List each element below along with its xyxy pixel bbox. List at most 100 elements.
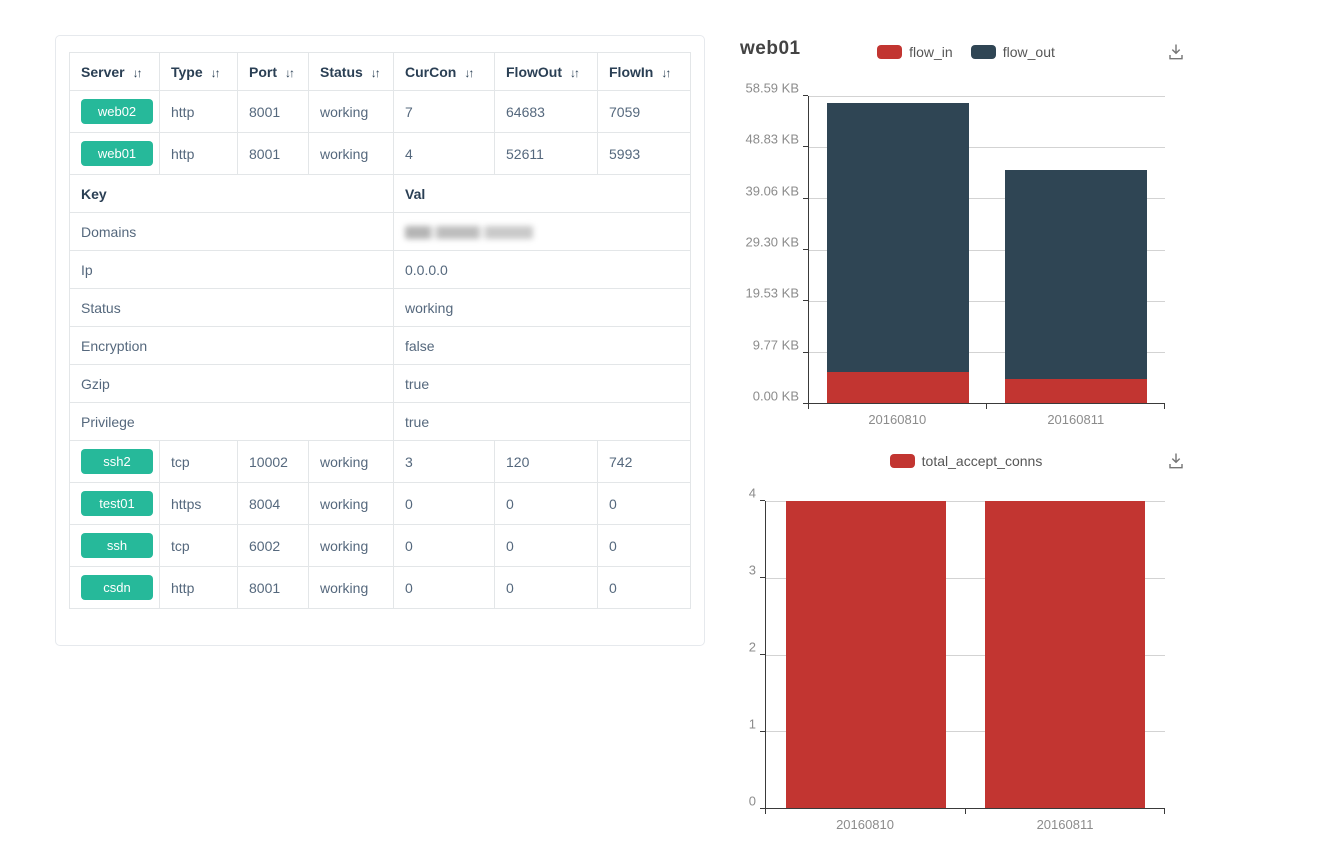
flowin-cell: 742	[597, 440, 691, 483]
y-axis-labels: 0 1 2 3 4	[740, 486, 765, 809]
kv-row-status: Status working	[69, 288, 691, 327]
kv-key: Encryption	[69, 326, 394, 365]
y-tick-mark	[760, 500, 765, 501]
table-row: test01 https 8004 working 0 0 0	[69, 482, 691, 525]
save-as-image-icon[interactable]	[1166, 451, 1186, 471]
curcon-cell: 0	[393, 566, 495, 609]
bar-flow_out-20160811	[1004, 170, 1148, 379]
gridline	[766, 501, 1165, 502]
kv-value: true	[393, 364, 691, 403]
x-category-label: 20160811	[1036, 817, 1094, 832]
legend-item-flow_in[interactable]: flow_in	[877, 44, 953, 60]
save-as-image-icon[interactable]	[1166, 42, 1186, 62]
kv-key: Gzip	[69, 364, 394, 403]
server-table-body: web02 http 8001 working 7 64683 7059 web01 http 8…	[69, 90, 691, 609]
y-tick-label: 48.83 KB	[745, 131, 800, 147]
gridline	[809, 96, 1165, 97]
y-tick-mark	[803, 95, 808, 96]
legend-item-flow_out[interactable]: flow_out	[970, 44, 1055, 60]
legend-swatch	[889, 454, 915, 468]
y-tick-mark	[760, 654, 765, 655]
server-button-ssh[interactable]: ssh	[81, 533, 153, 558]
kv-value: true	[393, 402, 691, 441]
chart-title: web01	[740, 38, 801, 59]
type-cell: tcp	[159, 524, 238, 567]
legend-swatch	[970, 45, 996, 59]
x-tick-mark	[1164, 404, 1165, 409]
kv-value: working	[393, 288, 691, 327]
x-tick-mark	[964, 809, 966, 814]
port-cell: 8001	[237, 90, 309, 133]
column-header-port[interactable]: Port ↓↑	[237, 52, 309, 91]
x-axis-labels: 20160810 20160811	[765, 817, 1165, 832]
column-header-flowin[interactable]: FlowIn ↓↑	[597, 52, 691, 91]
flowin-cell: 5993	[597, 132, 691, 175]
bar-total_accept_conns-20160810	[785, 501, 946, 808]
legend-item-total_accept_conns[interactable]: total_accept_conns	[889, 453, 1043, 469]
sort-icon: ↓↑	[570, 65, 580, 80]
plot-area	[808, 96, 1165, 409]
port-cell: 8004	[237, 482, 309, 525]
server-cell: ssh2	[69, 440, 160, 483]
table-row: ssh2 tcp 10002 working 3 120 742	[69, 440, 691, 483]
chart-legend: total_accept_conns	[889, 453, 1043, 469]
sort-icon: ↓↑	[661, 65, 671, 80]
status-cell: working	[308, 132, 394, 175]
column-header-server[interactable]: Server ↓↑	[69, 52, 160, 91]
y-tick-mark	[803, 403, 808, 404]
server-cell: csdn	[69, 566, 160, 609]
val-header: Val	[393, 174, 691, 213]
status-cell: working	[308, 524, 394, 567]
curcon-cell: 3	[393, 440, 495, 483]
x-category-label: 20160811	[1047, 412, 1105, 427]
y-tick-mark	[803, 351, 808, 353]
column-header-type[interactable]: Type ↓↑	[159, 52, 238, 91]
kv-value: 0.0.0.0	[393, 250, 691, 289]
gridline	[809, 300, 1165, 302]
server-table-card: Server ↓↑ Type ↓↑ Port ↓↑ Status ↓↑ CurCon ↓↑ Flow…	[55, 35, 705, 646]
kv-value: false	[393, 326, 691, 365]
server-table: Server ↓↑ Type ↓↑ Port ↓↑ Status ↓↑ CurCon ↓↑ Flow…	[69, 52, 691, 609]
port-cell: 6002	[237, 524, 309, 567]
server-button-web02[interactable]: web02	[81, 99, 153, 124]
server-button-csdn[interactable]: csdn	[81, 575, 153, 600]
x-tick-mark	[1164, 809, 1165, 814]
server-cell: web02	[69, 90, 160, 133]
chart-flow-header: web01 flow_in flow_out	[740, 32, 1192, 72]
y-tick-label: 58.59 KB	[745, 80, 800, 96]
kv-key: Status	[69, 288, 394, 327]
gridline	[809, 198, 1165, 200]
x-axis-labels: 20160810 20160811	[808, 412, 1165, 427]
gridline	[809, 147, 1165, 149]
table-row: ssh tcp 6002 working 0 0 0	[69, 524, 691, 567]
server-button-ssh2[interactable]: ssh2	[81, 449, 153, 474]
server-button-web01[interactable]: web01	[81, 141, 153, 166]
y-tick-label: 0.00 KB	[752, 388, 799, 404]
y-tick-mark	[803, 300, 808, 302]
type-cell: http	[159, 132, 238, 175]
port-cell: 8001	[237, 132, 309, 175]
kv-value	[393, 212, 691, 251]
flowout-cell: 0	[494, 482, 598, 525]
status-cell: working	[308, 482, 394, 525]
flowin-cell: 7059	[597, 90, 691, 133]
sort-icon: ↓↑	[132, 65, 143, 80]
kv-row-ip: Ip 0.0.0.0	[69, 250, 691, 289]
x-tick-mark	[986, 404, 987, 409]
y-tick-mark	[760, 808, 765, 809]
column-header-flowout[interactable]: FlowOut ↓↑	[494, 52, 598, 91]
flowout-cell: 0	[494, 524, 598, 567]
column-header-status[interactable]: Status ↓↑	[308, 52, 394, 91]
y-tick-mark	[803, 197, 808, 199]
y-tick-label: 1	[748, 716, 756, 732]
flowout-cell: 52611	[494, 132, 598, 175]
server-button-test01[interactable]: test01	[81, 491, 153, 516]
gridline	[766, 731, 1165, 733]
sort-icon: ↓↑	[464, 65, 474, 80]
type-cell: https	[159, 482, 238, 525]
curcon-cell: 0	[393, 482, 495, 525]
column-header-curcon[interactable]: CurCon ↓↑	[393, 52, 495, 91]
legend-label: flow_out	[1002, 44, 1055, 60]
legend-label: total_accept_conns	[921, 453, 1043, 469]
